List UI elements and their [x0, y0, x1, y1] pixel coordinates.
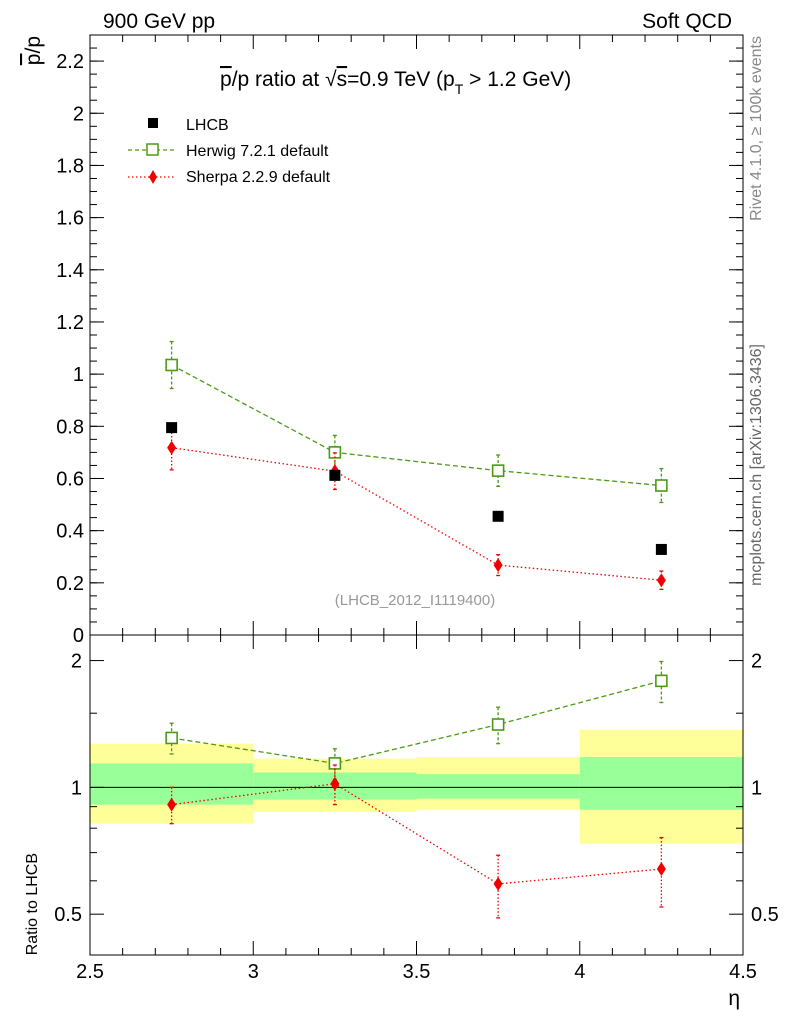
bottom-ytick-label-right: 2	[751, 651, 762, 673]
sherpa-ratio-point	[493, 876, 503, 891]
top-y-axis-label: p/p	[22, 36, 45, 65]
lhcb-point	[329, 469, 341, 481]
title-part-b: /p ratio at	[232, 68, 325, 91]
sherpa-ratio-line	[171, 783, 662, 885]
title-pbar: p	[220, 68, 232, 91]
sherpa-point	[493, 558, 503, 573]
bottom-xtick-label: 3	[248, 961, 259, 983]
legend-sherpa-marker	[149, 170, 157, 184]
legend-sherpa-label: Sherpa 2.2.9 default	[186, 169, 331, 186]
herwig-ratio-point	[655, 674, 668, 688]
title-s: s	[337, 68, 348, 91]
header-right-label: Soft QCD	[642, 10, 732, 33]
top-ytick-label: 2.2	[56, 51, 84, 73]
bottom-y-axis-label: Ratio to LHCB	[24, 853, 41, 955]
sherpa-point	[656, 573, 666, 588]
top-ytick-label: 0.6	[56, 468, 84, 490]
top-ytick-label: 0	[73, 625, 84, 647]
plot-title: p/p ratio at √s=0.9 TeV (pT > 1.2 GeV)	[220, 68, 571, 97]
header-left-label: 900 GeV pp	[103, 10, 215, 33]
top-ytick-label: 1	[73, 364, 84, 386]
x-axis-label: η	[728, 987, 740, 1010]
sherpa-ratio-point	[167, 797, 177, 812]
bottom-xtick-label: 3.5	[403, 961, 431, 983]
sherpa-ratio-point	[330, 776, 340, 791]
herwig-point	[491, 464, 505, 477]
herwig-ratio-point	[165, 731, 178, 745]
herwig-point	[165, 358, 178, 372]
herwig-ratio-point	[491, 718, 505, 731]
bottom-ytick-label-right: 1	[751, 777, 762, 799]
sherpa-ratio-point	[656, 862, 666, 877]
bottom-ytick-label: 0.5	[54, 904, 82, 926]
sherpa-point	[167, 440, 177, 455]
top-ytick-label: 2	[73, 103, 84, 125]
legend-lhcb-label: LHCB	[186, 117, 229, 134]
top-ytick-label: 0.8	[56, 416, 84, 438]
mcplots-label: mcplots.cern.ch [arXiv:1306.3436]	[748, 344, 765, 586]
top-ytick-label: 0.2	[56, 573, 84, 595]
legend-lhcb-marker	[148, 118, 158, 128]
ylabel-part-b: /p	[22, 36, 45, 54]
bottom-xtick-label: 4.5	[729, 961, 757, 983]
bottom-ytick-label: 1	[71, 777, 82, 799]
band-inner-3	[579, 757, 743, 810]
herwig-ratio-line	[171, 680, 662, 765]
rivet-label: Rivet 4.1.0, ≥ 100k events	[748, 36, 765, 221]
lhcb-point	[492, 510, 504, 522]
top-axis-ticks: 0 0.2 0.4 0.6 0.8 1 1.2 1.4 1.6 1.8 2 2.2	[56, 34, 744, 647]
uncertainty-bands	[90, 729, 743, 844]
bottom-xtick-label: 4	[574, 961, 585, 983]
analysis-watermark: (LHCB_2012_I1119400)	[335, 592, 495, 609]
bottom-axis-ticks: 2.5 3 3.5 4 4.5 0.5 0.5 1 1 2 2	[54, 635, 779, 983]
bottom-series-layer	[165, 660, 668, 919]
bottom-ytick-label-right: 0.5	[751, 904, 779, 926]
legend-herwig-label: Herwig 7.2.1 default	[186, 143, 329, 160]
title-part-d: =0.9 TeV (p	[347, 68, 455, 91]
lhcb-point	[655, 543, 667, 555]
bottom-ytick-label: 2	[71, 651, 82, 673]
legend: LHCB Herwig 7.2.1 default Sherpa 2.2.9 d…	[128, 117, 331, 186]
band-inner-2	[416, 774, 580, 799]
herwig-point	[655, 479, 668, 492]
title-part-f: > 1.2 GeV)	[463, 68, 571, 91]
top-ytick-label: 1.2	[56, 312, 84, 334]
top-series-layer	[165, 340, 668, 590]
top-ytick-label: 1.8	[56, 155, 84, 177]
herwig-line	[171, 364, 662, 487]
lhcb-point	[166, 422, 178, 434]
top-ytick-label: 1.6	[56, 208, 84, 230]
ylabel-pbar: p	[22, 54, 45, 66]
top-ytick-label: 0.4	[56, 521, 84, 543]
sherpa-line	[171, 447, 662, 581]
bottom-xtick-label: 2.5	[76, 961, 104, 983]
top-ytick-label: 1.4	[56, 260, 84, 282]
title-subscript: T	[455, 81, 464, 97]
legend-herwig-marker	[146, 143, 159, 156]
title-sqrt-symbol: √	[325, 68, 337, 91]
herwig-ratio-point	[328, 757, 342, 770]
